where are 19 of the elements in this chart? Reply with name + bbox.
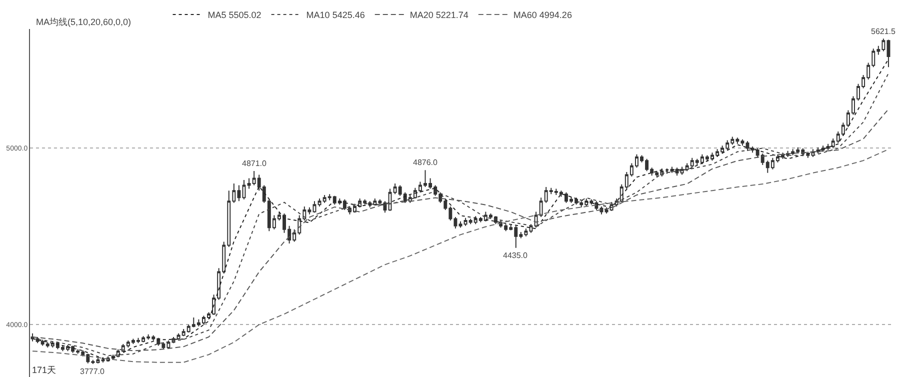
candlestick: [242, 179, 246, 200]
legend-label: MA20 5221.74: [410, 10, 468, 20]
annotation: 3777.0: [80, 367, 106, 376]
chart-subtitle: MA均线(5,10,20,60,0,0): [36, 17, 132, 27]
annotation: 4876.0: [413, 158, 438, 167]
candlestick: [821, 145, 825, 152]
legend-label: MA60 4994.26: [513, 10, 572, 20]
legend-label: MA5 5505.02: [208, 10, 262, 20]
annotation: 4435.0: [503, 251, 528, 260]
annotation: 171天: [32, 365, 56, 375]
candlestick: [886, 39, 890, 68]
line-series: [32, 148, 889, 363]
annotation: 5621.5: [871, 27, 896, 36]
candlestick: [665, 168, 669, 174]
candlestick: [750, 146, 754, 154]
annotation: 4871.0: [242, 159, 268, 168]
candlestick: [458, 220, 462, 228]
legend-label: MA10 5425.46: [306, 10, 365, 20]
candlestick: [312, 200, 316, 214]
